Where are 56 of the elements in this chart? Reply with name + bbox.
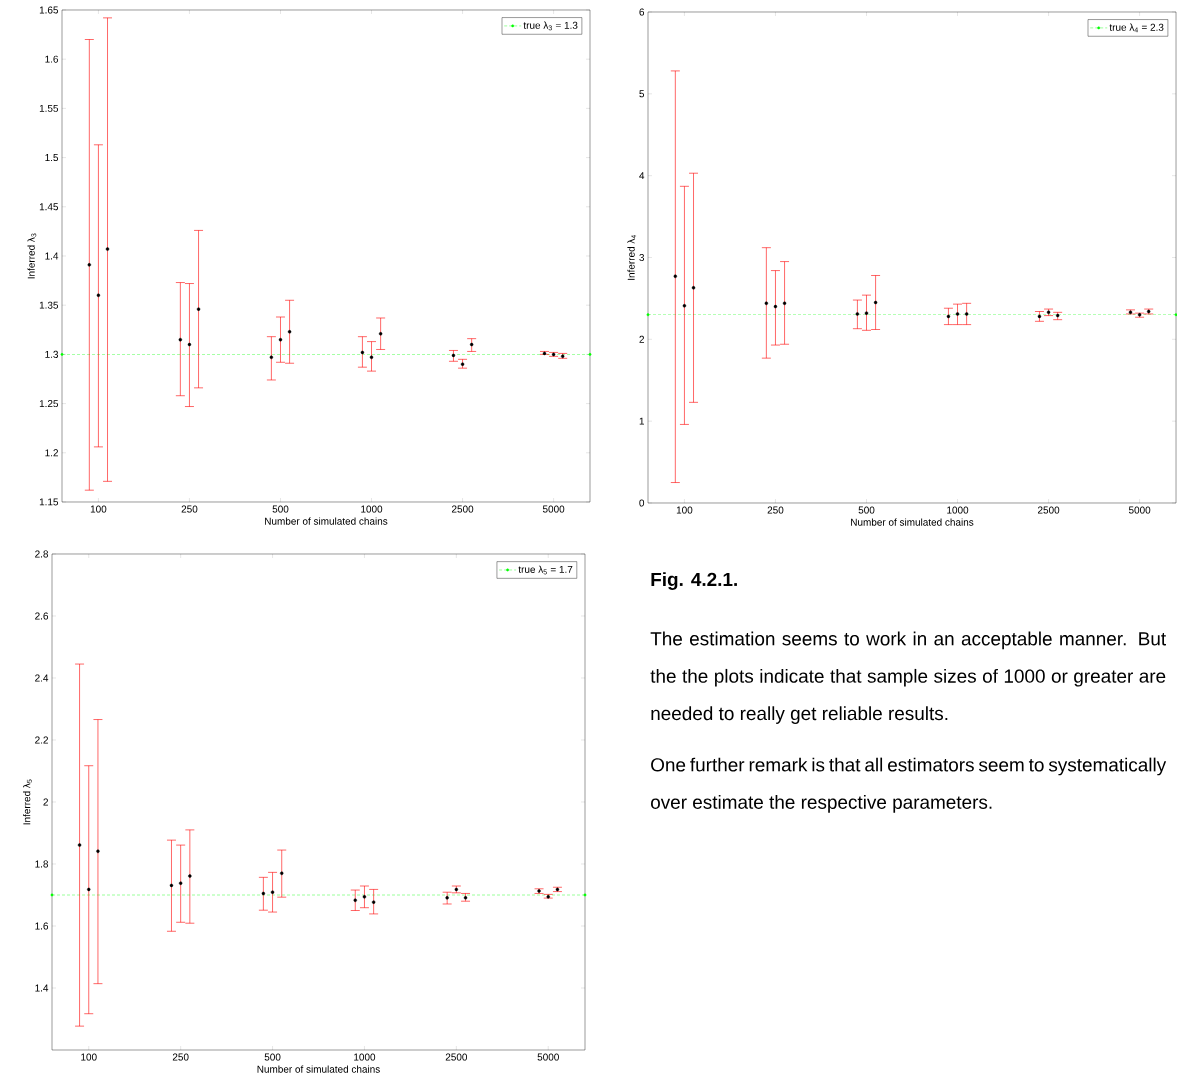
y-tick-label: 1.55 bbox=[39, 104, 59, 112]
x-tick-label: 2500 bbox=[451, 505, 474, 513]
text: The estimation seems to work in an acceptable manner. But the the plots indicate that sample sizes of 1000 or greater are needed to really get reliable results. bbox=[650, 631, 1166, 724]
x-tick-label: 5000 bbox=[537, 1053, 559, 1061]
y-tick-label: 2.6 bbox=[35, 612, 49, 620]
y-tick-label: 1.4 bbox=[35, 984, 49, 992]
y-tick-label: 4 bbox=[639, 172, 645, 180]
x-tick-label: 250 bbox=[767, 506, 784, 514]
y-axis-title: Inferred λ$_{4}$ bbox=[627, 234, 637, 280]
y-tick-label: 2.4 bbox=[35, 674, 49, 682]
y-tick-label: 1.45 bbox=[39, 203, 59, 211]
x-tick-label: 5000 bbox=[1128, 506, 1151, 514]
legend-label: true λ$_{3}$ = 1.3 bbox=[523, 21, 578, 31]
y-axis-title: Inferred λ$_{5}$ bbox=[23, 779, 32, 825]
x-tick-label: 1000 bbox=[947, 506, 969, 514]
y-tick-label: 1.25 bbox=[39, 400, 59, 408]
y-tick-label: 1.6 bbox=[35, 922, 49, 930]
y-tick-label: 2.2 bbox=[35, 736, 48, 744]
x-tick-label: 5000 bbox=[542, 505, 565, 513]
legend-label: true λ$_{4}$ = 2.3 bbox=[1109, 23, 1164, 33]
y-tick-label: 1.65 bbox=[39, 6, 59, 14]
y-tick-label: 0 bbox=[639, 499, 645, 507]
y-tick-label: 2.8 bbox=[35, 550, 49, 558]
text: One further remark is that all estimators seem to systematically over estimate the respective parameters. bbox=[651, 757, 1167, 813]
x-tick-label: 1000 bbox=[361, 505, 383, 513]
y-tick-label: 1 bbox=[639, 417, 645, 425]
x-tick-label: 500 bbox=[264, 1053, 281, 1061]
x-axis-title: Number of simulated chains bbox=[851, 518, 974, 526]
y-tick-label: 1.15 bbox=[39, 498, 59, 506]
x-tick-label: 1000 bbox=[354, 1053, 376, 1061]
x-tick-label: 2500 bbox=[1037, 506, 1060, 514]
y-tick-label: 1.8 bbox=[35, 860, 49, 868]
y-tick-label: 2 bbox=[43, 798, 48, 806]
y-tick-label: 1.4 bbox=[45, 252, 59, 260]
x-axis-title: Number of simulated chains bbox=[265, 517, 388, 525]
legend-label: true λ$_{5}$ = 1.7 bbox=[518, 565, 573, 575]
y-tick-label: 1.2 bbox=[45, 449, 58, 457]
y-tick-label: 6 bbox=[639, 8, 645, 16]
y-tick-label: 1.5 bbox=[45, 154, 59, 162]
text: Fig. 4.2.1. bbox=[651, 572, 737, 590]
y-tick-label: 1.3 bbox=[45, 350, 59, 358]
x-tick-label: 250 bbox=[172, 1053, 189, 1061]
y-tick-label: 3 bbox=[639, 253, 645, 262]
y-tick-label: 2 bbox=[639, 335, 644, 343]
x-tick-label: 100 bbox=[81, 1053, 97, 1061]
x-tick-label: 500 bbox=[858, 506, 875, 514]
y-tick-label: 1.35 bbox=[39, 301, 59, 309]
x-axis-title: Number of simulated chains bbox=[257, 1065, 380, 1073]
x-tick-label: 2500 bbox=[445, 1053, 468, 1061]
x-tick-label: 500 bbox=[272, 505, 289, 513]
x-tick-label: 100 bbox=[90, 505, 107, 513]
y-tick-label: 5 bbox=[639, 90, 645, 98]
x-tick-label: 100 bbox=[676, 506, 693, 514]
x-tick-label: 250 bbox=[181, 505, 198, 513]
y-axis-title: Inferred λ$_{3}$ bbox=[27, 233, 37, 279]
y-tick-label: 1.6 bbox=[45, 55, 59, 63]
